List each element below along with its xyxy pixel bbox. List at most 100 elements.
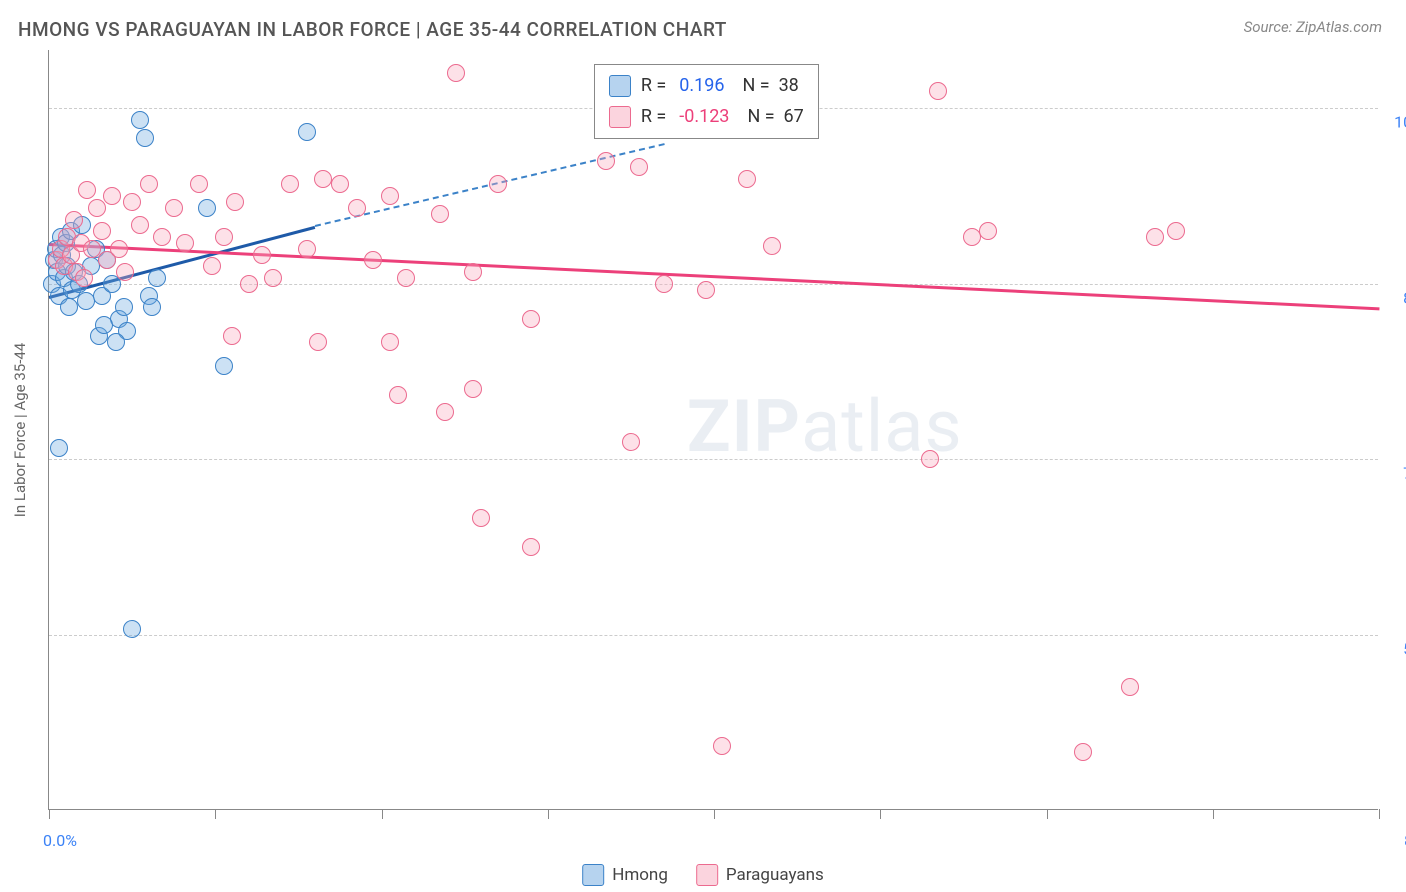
scatter-point	[464, 263, 482, 281]
scatter-point	[331, 175, 349, 193]
scatter-point	[103, 187, 121, 205]
series-legend: Hmong Paraguayans	[582, 864, 824, 886]
legend-swatch	[609, 75, 631, 97]
x-tick	[1379, 809, 1380, 819]
scatter-point	[697, 281, 715, 299]
scatter-point	[597, 152, 615, 170]
gridline	[49, 459, 1378, 460]
scatter-point	[364, 251, 382, 269]
scatter-point	[50, 439, 68, 457]
scatter-point	[630, 158, 648, 176]
x-axis-min-label: 0.0%	[43, 831, 77, 850]
scatter-point	[522, 310, 540, 328]
y-tick-label: 100.0%	[1386, 113, 1406, 132]
scatter-point	[123, 620, 141, 638]
legend-item: Hmong	[582, 864, 668, 886]
scatter-point	[929, 82, 947, 100]
scatter-point	[198, 199, 216, 217]
scatter-point	[78, 181, 96, 199]
stats-legend: R = 0.196N = 38R = -0.123N = 67	[594, 64, 819, 139]
scatter-point	[148, 269, 166, 287]
scatter-point	[95, 316, 113, 334]
scatter-point	[309, 333, 327, 351]
scatter-point	[75, 269, 93, 287]
y-axis-label: In Labor Force | Age 35-44	[11, 343, 29, 517]
scatter-point	[88, 199, 106, 217]
scatter-point	[298, 123, 316, 141]
chart-source: Source: ZipAtlas.com	[1244, 18, 1382, 36]
scatter-point	[381, 187, 399, 205]
scatter-point	[131, 216, 149, 234]
scatter-point	[203, 257, 221, 275]
x-tick	[1213, 809, 1214, 819]
scatter-point	[115, 298, 133, 316]
scatter-point	[381, 333, 399, 351]
scatter-point	[447, 64, 465, 82]
scatter-point	[131, 111, 149, 129]
scatter-point	[489, 175, 507, 193]
scatter-point	[436, 403, 454, 421]
x-tick	[714, 809, 715, 819]
y-tick-label: 55.0%	[1386, 639, 1406, 658]
scatter-chart: In Labor Force | Age 35-44 ZIPatlas 55.0…	[48, 50, 1378, 810]
x-tick	[215, 809, 216, 819]
scatter-point	[77, 292, 95, 310]
scatter-point	[240, 275, 258, 293]
scatter-point	[655, 275, 673, 293]
chart-title: HMONG VS PARAGUAYAN IN LABOR FORCE | AGE…	[18, 18, 727, 41]
scatter-point	[176, 234, 194, 252]
scatter-point	[1167, 222, 1185, 240]
scatter-point	[93, 222, 111, 240]
scatter-point	[738, 170, 756, 188]
scatter-point	[190, 175, 208, 193]
x-tick	[1047, 809, 1048, 819]
scatter-point	[431, 205, 449, 223]
legend-label: Hmong	[612, 865, 668, 885]
scatter-point	[110, 240, 128, 258]
y-tick-label: 85.0%	[1386, 288, 1406, 307]
plot-area: ZIPatlas 55.0%70.0%85.0%100.0%R = 0.196N…	[48, 50, 1378, 810]
scatter-point	[389, 386, 407, 404]
scatter-point	[979, 222, 997, 240]
scatter-point	[314, 170, 332, 188]
scatter-point	[464, 380, 482, 398]
scatter-point	[622, 433, 640, 451]
x-tick	[880, 809, 881, 819]
scatter-point	[1121, 678, 1139, 696]
scatter-point	[281, 175, 299, 193]
stats-legend-row: R = 0.196N = 38	[609, 71, 804, 102]
scatter-point	[264, 269, 282, 287]
scatter-point	[116, 263, 134, 281]
scatter-point	[215, 228, 233, 246]
gridline	[49, 635, 1378, 636]
x-tick	[49, 809, 50, 819]
scatter-point	[763, 237, 781, 255]
scatter-point	[1074, 743, 1092, 761]
scatter-point	[153, 228, 171, 246]
scatter-point	[143, 298, 161, 316]
scatter-point	[226, 193, 244, 211]
scatter-point	[60, 298, 78, 316]
scatter-point	[472, 509, 490, 527]
legend-swatch	[696, 864, 718, 886]
scatter-point	[65, 211, 83, 229]
scatter-point	[298, 240, 316, 258]
stats-legend-row: R = -0.123N = 67	[609, 102, 804, 133]
scatter-point	[397, 269, 415, 287]
legend-item: Paraguayans	[696, 864, 824, 886]
x-tick	[382, 809, 383, 819]
scatter-point	[223, 327, 241, 345]
scatter-point	[136, 129, 154, 147]
scatter-point	[522, 538, 540, 556]
y-tick-label: 70.0%	[1386, 464, 1406, 483]
scatter-point	[215, 357, 233, 375]
scatter-point	[921, 450, 939, 468]
scatter-point	[107, 333, 125, 351]
scatter-point	[165, 199, 183, 217]
scatter-point	[713, 737, 731, 755]
x-tick	[548, 809, 549, 819]
scatter-point	[123, 193, 141, 211]
legend-swatch	[609, 106, 631, 128]
legend-label: Paraguayans	[726, 865, 824, 885]
scatter-point	[348, 199, 366, 217]
